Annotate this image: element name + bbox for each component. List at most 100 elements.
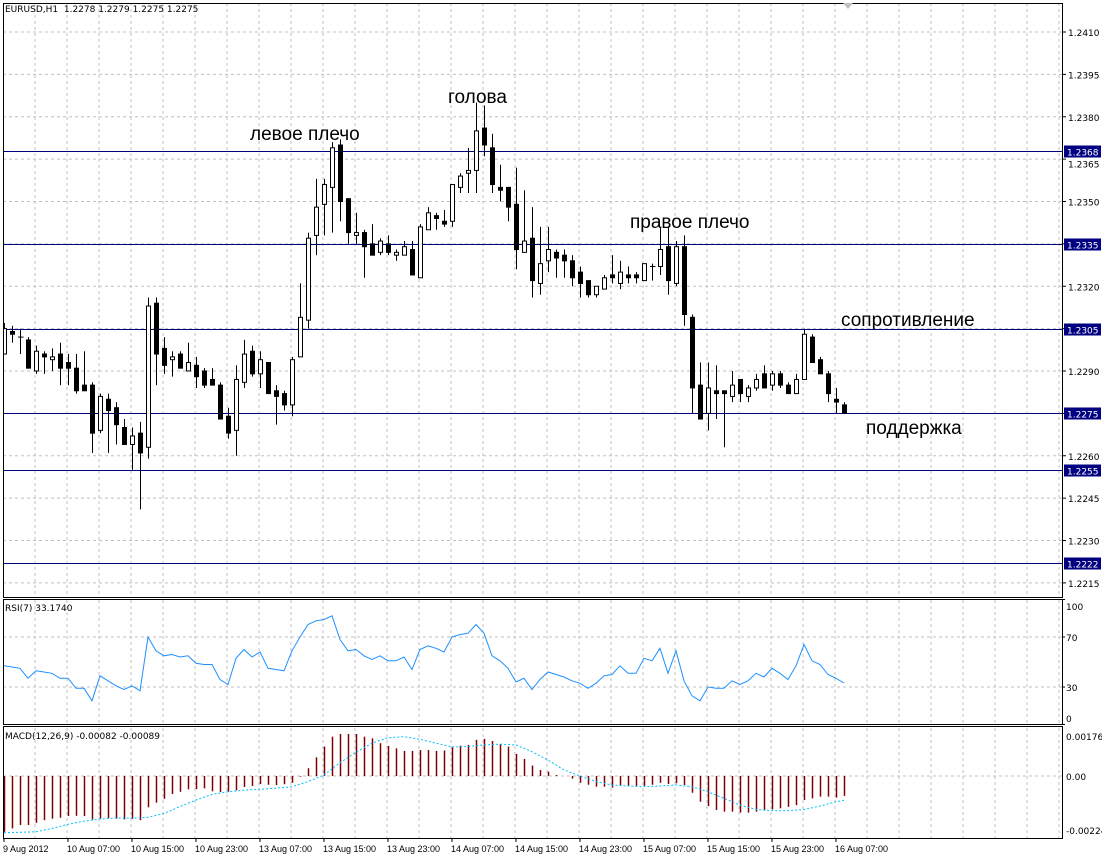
candle-body bbox=[282, 393, 287, 406]
candle-body bbox=[826, 373, 831, 395]
candle bbox=[562, 249, 567, 278]
candle-body bbox=[26, 339, 31, 369]
candle-body bbox=[426, 212, 431, 231]
time-axis-label: 15 Aug 23:00 bbox=[771, 844, 824, 854]
candle bbox=[786, 382, 791, 395]
candle-body bbox=[506, 186, 511, 208]
price-level-badge-text: 1.2368 bbox=[1067, 149, 1099, 159]
time-axis-label: 14 Aug 23:00 bbox=[579, 844, 632, 854]
candle bbox=[202, 368, 207, 388]
annotation-head[interactable]: голова bbox=[448, 87, 507, 108]
candle-body bbox=[602, 277, 607, 290]
annotation-resistance[interactable]: сопротивление bbox=[841, 310, 975, 331]
candle bbox=[162, 337, 167, 374]
candle bbox=[82, 351, 87, 392]
candle-body bbox=[514, 203, 519, 251]
candle bbox=[330, 142, 335, 233]
candle bbox=[18, 328, 24, 355]
candle-body bbox=[50, 356, 55, 361]
candle bbox=[490, 133, 495, 194]
candle-body bbox=[274, 390, 279, 397]
time-axis-label: 10 Aug 15:00 bbox=[131, 844, 184, 854]
candle-body bbox=[362, 232, 367, 248]
candle bbox=[682, 235, 687, 326]
candle bbox=[418, 224, 423, 279]
candle-body bbox=[458, 175, 463, 188]
candle bbox=[218, 382, 223, 420]
candle-body bbox=[794, 378, 799, 395]
candle-body bbox=[698, 384, 703, 420]
candle bbox=[98, 393, 103, 434]
annotation-right-shoulder[interactable]: правое плечо bbox=[630, 212, 750, 233]
candle-body bbox=[4, 328, 7, 355]
candle bbox=[642, 263, 647, 282]
candle bbox=[778, 371, 783, 388]
macd-axis-label: 0.00176 bbox=[1066, 733, 1102, 743]
candle-body bbox=[770, 373, 775, 386]
candle bbox=[266, 362, 271, 395]
time-axis-label: 10 Aug 07:00 bbox=[67, 844, 120, 854]
candle bbox=[834, 387, 839, 414]
symbol-label: EURUSD,H1 bbox=[5, 5, 59, 15]
rsi-axis-label: 100 bbox=[1066, 603, 1083, 613]
candle-body bbox=[842, 404, 847, 414]
candle bbox=[362, 229, 367, 278]
candle-body bbox=[210, 378, 215, 386]
price-axis-label: 1.2230 bbox=[1068, 538, 1100, 548]
candle-body bbox=[290, 359, 295, 406]
rsi-axis-label: 70 bbox=[1066, 634, 1078, 644]
candle-body bbox=[258, 359, 263, 375]
candle bbox=[58, 342, 63, 386]
candle bbox=[234, 365, 239, 456]
price-level-badge bbox=[1064, 557, 1101, 570]
candle-body bbox=[466, 169, 471, 174]
candle bbox=[106, 393, 111, 453]
candle bbox=[90, 382, 95, 453]
candle bbox=[530, 207, 535, 298]
candle-body bbox=[10, 330, 15, 335]
annotation-left-shoulder[interactable]: левое плечо bbox=[250, 124, 360, 145]
price-axis-label: 1.2320 bbox=[1068, 283, 1100, 293]
candle-body bbox=[490, 147, 495, 186]
candle bbox=[666, 226, 671, 295]
candle bbox=[26, 337, 31, 369]
price-level-badge-text: 1.2255 bbox=[1067, 468, 1099, 478]
rsi-label: RSI(7) 33.1740 bbox=[5, 604, 73, 614]
candle bbox=[482, 105, 487, 157]
candle-body bbox=[402, 246, 407, 256]
rsi-axis-label: 0 bbox=[1066, 715, 1072, 725]
candle bbox=[4, 322, 7, 355]
candle bbox=[714, 365, 719, 420]
candle-body bbox=[82, 384, 87, 392]
candle-body bbox=[690, 316, 695, 389]
candle-body bbox=[338, 144, 343, 202]
price-axis-label: 1.2215 bbox=[1068, 580, 1100, 590]
candle-body bbox=[106, 398, 111, 412]
candle-body bbox=[186, 362, 191, 372]
candle bbox=[498, 164, 503, 202]
candle-body bbox=[450, 184, 455, 222]
candle-body bbox=[674, 246, 679, 284]
candle-body bbox=[810, 336, 815, 364]
candle-body bbox=[834, 398, 839, 403]
candle-body bbox=[738, 378, 743, 395]
price-level-badge bbox=[1064, 407, 1101, 420]
candle bbox=[210, 368, 215, 386]
candle-body bbox=[746, 387, 751, 397]
price-level-badge bbox=[1064, 238, 1101, 251]
annotation-support[interactable]: поддержка bbox=[866, 418, 962, 439]
candle bbox=[578, 266, 583, 298]
candle bbox=[618, 260, 623, 290]
candle-body bbox=[482, 127, 487, 146]
candle-body bbox=[522, 240, 527, 253]
candle-body bbox=[202, 370, 207, 386]
candle bbox=[474, 102, 479, 194]
candle-body bbox=[34, 350, 39, 372]
candle-body bbox=[114, 407, 119, 426]
candle bbox=[378, 238, 383, 256]
rsi-pane-border bbox=[3, 599, 1063, 725]
candle-body bbox=[722, 390, 727, 395]
candle bbox=[746, 385, 751, 403]
candle-body bbox=[194, 364, 199, 378]
candle bbox=[410, 241, 415, 276]
